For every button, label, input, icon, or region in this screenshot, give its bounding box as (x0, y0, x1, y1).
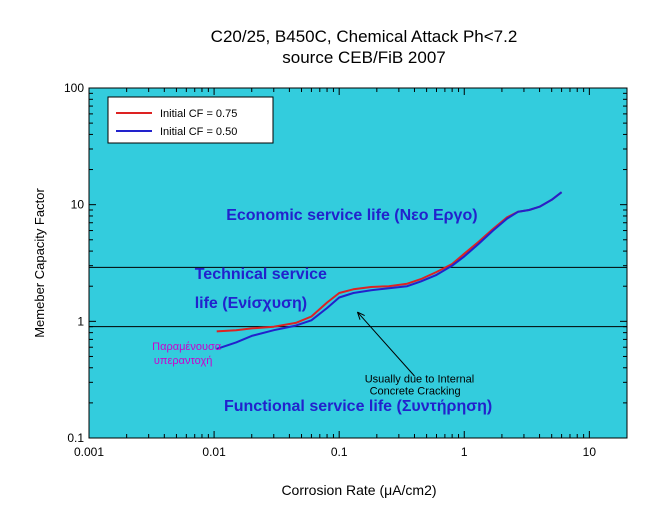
chart-title: C20/25, B450C, Chemical Attack Ph<7.2 (211, 27, 518, 46)
x-axis-label: Corrosion Rate (μA/cm2) (281, 482, 436, 498)
annotation-text: Technical service (195, 266, 327, 283)
annotation-text: life (Ενίσχυση) (195, 295, 307, 312)
x-tick-label: 0.1 (331, 445, 348, 459)
annotation-text: Παραμένουσα (152, 341, 222, 353)
y-axis-label: Memeber Capacity Factor (32, 188, 47, 338)
legend-box (107, 96, 274, 144)
annotation-text: υπεραντοχή (154, 355, 213, 367)
legend-label: Initial CF = 0.50 (160, 126, 237, 138)
x-axis: 0.001 0.01 0.1 1 10 (74, 88, 628, 459)
y-tick-label: 0.1 (67, 431, 84, 445)
legend: Initial CF = 0.75 Initial CF = 0.50 (107, 96, 274, 144)
y-tick-label: 1 (77, 314, 84, 328)
annotation-arrowhead (356, 311, 365, 320)
x-tick-label: 1 (461, 445, 468, 459)
series-line (216, 191, 563, 350)
x-tick-label: 0.001 (74, 445, 104, 459)
annotation-text: Economic service life (Νεο Εργο) (226, 207, 477, 224)
legend-label: Initial CF = 0.75 (160, 108, 237, 120)
annotation-text: Concrete Cracking (370, 386, 461, 398)
reference-lines (89, 266, 627, 328)
annotation-layer: Economic service life (Νεο Εργο) Technica… (152, 207, 492, 415)
annotation-text: Functional service life (Συντήρηση) (224, 398, 492, 415)
annotation-arrow (357, 311, 415, 377)
x-tick-label: 0.01 (202, 445, 226, 459)
plot-area (88, 87, 628, 439)
y-tick-label: 10 (71, 198, 85, 212)
arrow-layer (356, 311, 415, 377)
chart-subtitle: source CEB/FiB 2007 (282, 48, 445, 67)
y-tick-label: 100 (64, 81, 84, 95)
series-layer (216, 191, 563, 350)
y-axis: 0.1 1 10 100 (64, 81, 627, 445)
x-tick-label: 10 (583, 445, 597, 459)
annotation-text: Usually due to Internal (365, 373, 474, 385)
